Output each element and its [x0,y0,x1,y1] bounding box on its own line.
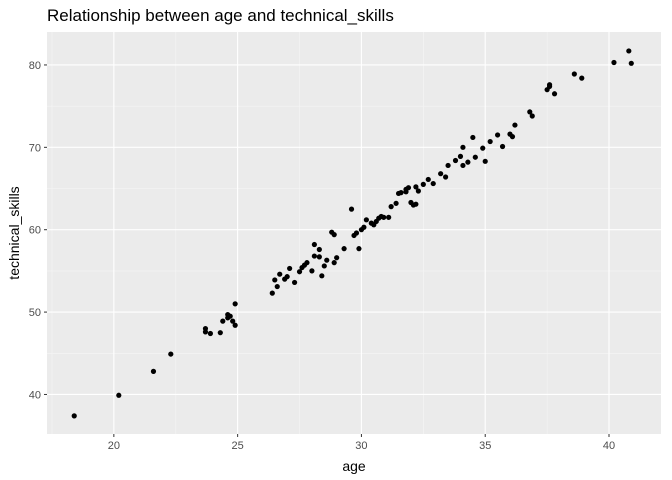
data-point [207,330,214,337]
data-point [277,271,283,277]
y-tick-label: 40 [29,389,41,401]
y-tick-label: 80 [29,60,41,72]
data-point [415,188,421,194]
data-point [274,283,280,290]
data-point [388,204,394,210]
data-point [398,190,404,196]
data-point [341,246,347,252]
data-point [168,351,174,357]
data-point [452,157,459,164]
axis-ticks [44,64,610,437]
x-tick-label: 35 [479,440,491,452]
data-point [425,176,431,183]
data-point [460,144,466,150]
data-point [272,277,278,283]
data-point [420,181,426,187]
data-point [509,134,516,140]
data-point [551,91,558,97]
y-tick-labels: 40 50 60 70 80 [29,60,41,402]
data-point [363,217,369,223]
data-point [413,201,419,207]
data-point [386,214,392,220]
minor-gridlines [47,32,661,434]
data-point [430,180,436,187]
data-point [334,255,340,261]
data-point [71,413,77,419]
data-point [284,274,290,280]
data-point [529,113,535,119]
data-point [413,184,419,190]
data-point [324,257,330,263]
y-tick-label: 70 [29,142,41,154]
data-point [546,82,553,88]
data-point [291,279,298,286]
data-point [232,301,238,307]
x-tick-label: 40 [603,440,615,452]
data-point [512,122,518,128]
data-point [460,162,466,169]
x-tick-labels: 20 25 30 35 40 [108,440,615,452]
data-points [71,48,634,419]
data-point [445,162,451,169]
data-point [626,48,632,54]
data-point [571,71,577,77]
data-point [348,206,355,212]
data-point [628,60,634,66]
data-point [457,153,464,159]
y-tick-label: 60 [29,225,41,237]
data-point [393,200,399,206]
data-point [311,253,317,259]
data-point [316,254,322,260]
data-point [217,330,223,336]
data-point [611,59,617,66]
x-axis-title: age [342,458,366,474]
data-point [150,368,157,374]
data-point [202,325,209,332]
data-point [482,158,488,164]
data-point [287,265,293,272]
data-point [465,159,471,165]
data-point [331,232,337,238]
data-point [220,318,226,324]
data-point [269,290,275,296]
data-point [319,273,325,279]
data-point [405,185,412,191]
data-point [472,154,478,160]
data-point [232,322,238,328]
data-point [356,246,362,252]
data-point [494,132,501,138]
data-point [470,134,476,141]
data-point [487,138,493,145]
data-point [480,145,486,151]
data-point [116,392,122,398]
x-tick-label: 20 [108,440,120,452]
data-point [438,171,444,177]
data-point [403,189,409,195]
major-gridlines [47,32,661,434]
data-point [230,318,236,324]
data-point [304,260,310,266]
x-tick-label: 30 [355,440,367,452]
data-point [296,269,303,275]
data-point [316,246,322,253]
data-point [331,260,337,266]
chart-title: Relationship between age and technical_s… [47,6,394,25]
data-point [361,224,367,230]
y-tick-label: 50 [29,307,41,319]
data-point [499,143,506,150]
data-point [353,230,360,236]
data-point [381,214,387,220]
data-point [227,313,233,319]
data-point [527,109,533,115]
x-tick-label: 25 [232,440,244,452]
data-point [321,263,327,269]
data-point [309,268,315,274]
y-axis-title: technical_skills [6,186,22,279]
data-point [443,174,449,180]
data-point [579,75,585,81]
data-point [311,241,317,248]
